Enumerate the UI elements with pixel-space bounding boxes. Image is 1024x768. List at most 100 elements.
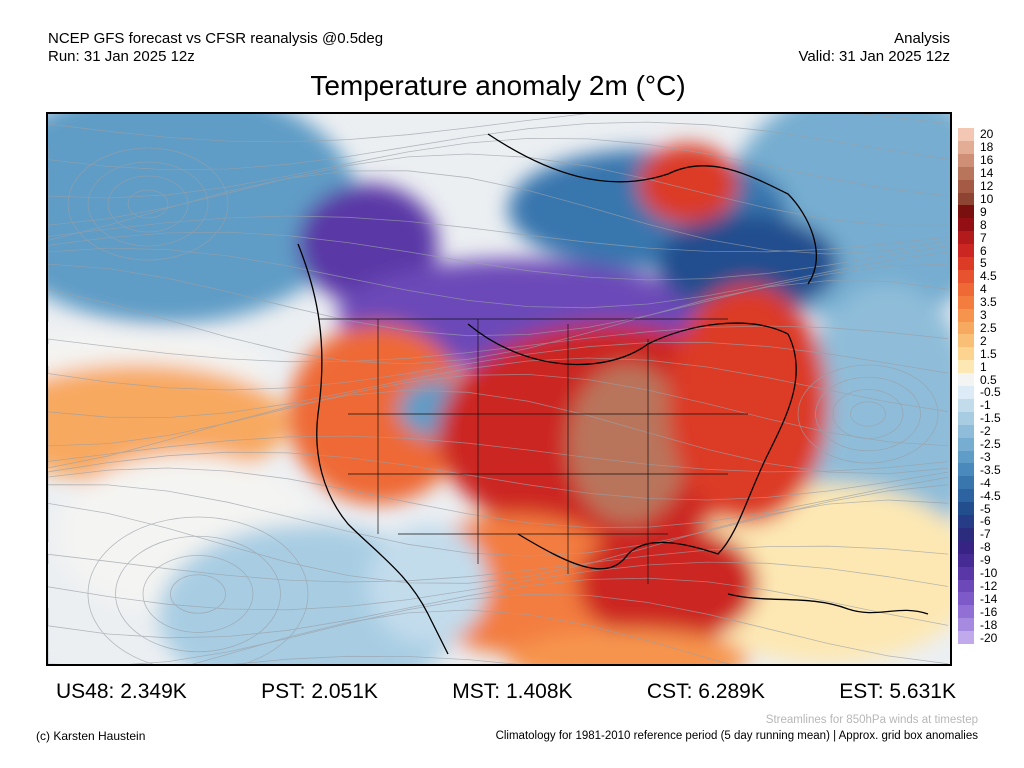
colorbar-swatch [958, 140, 974, 155]
streamline [48, 263, 949, 337]
streamline [48, 280, 949, 365]
colorbar-swatch [958, 398, 974, 413]
region-stat-pst: PST: 2.051K [261, 680, 378, 703]
colorbar-swatch [958, 463, 974, 477]
colorbar-swatch [958, 424, 974, 439]
wind-streamlines [48, 114, 949, 664]
streamline-vortex [797, 364, 939, 464]
streamline [48, 231, 949, 281]
colorbar-label: -7 [980, 527, 991, 542]
colorbar-label: 2 [980, 333, 987, 348]
colorbar-label: 3.5 [980, 295, 997, 310]
valid-time: Valid: 31 Jan 2025 12z [798, 48, 950, 65]
colorbar-swatch [958, 179, 974, 193]
colorbar-label: -18 [980, 617, 998, 632]
colorbar-swatch [958, 244, 974, 258]
colorbar-swatch [958, 618, 974, 632]
colorbar-label: 1 [980, 359, 987, 374]
colorbar-label: 3 [980, 308, 987, 323]
streamline-vortex [67, 147, 229, 261]
streamline [48, 114, 949, 143]
streamline-vortex [142, 555, 254, 633]
colorbar-label: -5 [980, 501, 991, 516]
colorbar-swatch [958, 128, 974, 142]
colorbar-swatch [958, 631, 974, 645]
colorbar-swatch [958, 308, 974, 322]
colorbar-swatch [958, 450, 974, 464]
streamline [48, 435, 949, 473]
streamline [48, 325, 949, 363]
streamline-vortex [87, 516, 309, 664]
colorbar-swatch [958, 605, 974, 619]
colorbar-label: -16 [980, 604, 998, 619]
regional-stats: US48: 2.349K PST: 2.051K MST: 1.408K CST: 6… [56, 680, 956, 704]
streamline-vortex [127, 189, 169, 219]
colorbar-label: 16 [980, 153, 994, 168]
colorbar-label: 5 [980, 256, 987, 271]
colorbar-swatch [958, 166, 974, 181]
colorbar-swatch [958, 295, 974, 310]
colorbar-label: 8 [980, 217, 987, 232]
anomaly-map[interactable] [46, 112, 952, 666]
streamline [48, 609, 731, 664]
colorbar-swatch [958, 360, 974, 374]
region-stat-us48: US48: 2.349K [56, 680, 187, 703]
colorbar-swatch [958, 553, 974, 568]
region-stat-mst: MST: 1.408K [452, 680, 573, 703]
streamline [48, 389, 949, 475]
colorbar-label: 0.5 [980, 372, 997, 387]
streamline [48, 153, 949, 226]
streamline [48, 121, 949, 171]
header-right: Analysis Valid: 31 Jan 2025 12z [798, 30, 950, 66]
colorbar-swatch [958, 437, 974, 451]
streamline [48, 499, 949, 584]
streamline [231, 655, 519, 664]
colorbar-swatch [958, 269, 974, 284]
colorbar-swatch [958, 579, 974, 593]
copyright: (c) Karsten Haustein [36, 729, 146, 743]
colorbar-label: -9 [980, 553, 991, 568]
colorbar-label: -6 [980, 514, 991, 529]
colorbar-swatch [958, 205, 974, 219]
streamline [48, 561, 949, 611]
colorbar-label: 7 [980, 230, 987, 245]
colorbar-swatch [958, 373, 974, 387]
streamline-vortex [107, 175, 189, 233]
header-left: NCEP GFS forecast vs CFSR reanalysis @0.… [48, 30, 383, 66]
colorbar-swatch [958, 527, 974, 542]
streamline-vortex [87, 161, 209, 247]
colorbar-label: 20 [980, 127, 994, 142]
streamline-vortex [850, 401, 886, 427]
colorbar-label: 14 [980, 166, 994, 181]
streamline [48, 545, 949, 583]
colorbar-swatch [958, 282, 974, 297]
streamline-vortex [170, 574, 226, 614]
colorbar-swatch [958, 540, 974, 555]
streamline-note: Streamlines for 850hPa winds at timestep [765, 714, 978, 726]
anomaly-map-graphic [48, 114, 950, 664]
colorbar-label: 10 [980, 191, 994, 206]
streamline [48, 577, 949, 639]
colorbar-label: 18 [980, 140, 994, 155]
colorbar-label: -12 [980, 578, 998, 593]
colorbar-label: -4.5 [980, 488, 1001, 503]
colorbar-label: 2.5 [980, 320, 997, 335]
colorbar-label: 4.5 [980, 269, 997, 284]
colorbar-swatch [958, 592, 974, 606]
colorbar-label: -4 [980, 475, 991, 490]
model-description: NCEP GFS forecast vs CFSR reanalysis @0.… [48, 30, 384, 47]
streamline [48, 215, 949, 253]
colorbar-swatch [958, 386, 974, 400]
run-time: Run: 31 Jan 2025 12z [48, 48, 195, 65]
streamline [48, 451, 949, 501]
colorbar-swatch [958, 489, 974, 503]
streamline [48, 342, 949, 391]
colorbar-label: 4 [980, 282, 987, 297]
political-borders [318, 318, 748, 584]
colorbar-swatch [958, 231, 974, 245]
colorbar-swatch [958, 321, 974, 335]
colorbar-label: -1.5 [980, 411, 1001, 426]
colorbar-label: -1 [980, 398, 991, 413]
colorbar-swatch [958, 347, 974, 361]
colorbar-swatch [958, 476, 974, 490]
